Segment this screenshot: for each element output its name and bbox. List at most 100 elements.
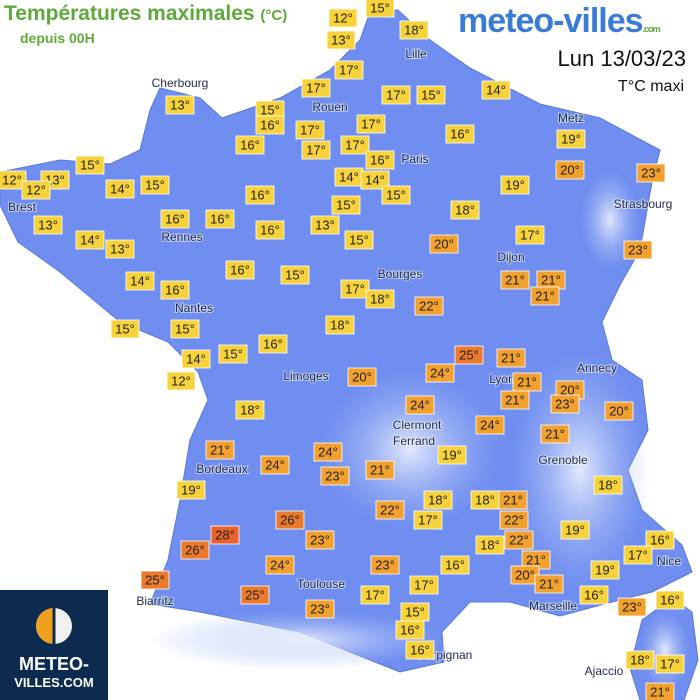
temperature-label: 19° bbox=[595, 562, 615, 577]
city-name: Paris bbox=[401, 152, 428, 166]
temperature-label: 15° bbox=[115, 321, 135, 336]
temperature-label: 19° bbox=[442, 447, 462, 462]
temperature-label: 21° bbox=[210, 442, 230, 457]
temperature-label: 16° bbox=[260, 222, 280, 237]
temperature-box bbox=[320, 466, 350, 486]
temperature-box bbox=[165, 95, 195, 115]
temperature-label: 18° bbox=[428, 492, 448, 507]
temperature-box bbox=[423, 490, 453, 510]
temperature-box bbox=[381, 185, 411, 205]
temperature-box bbox=[205, 209, 235, 229]
title: Températures maximales bbox=[4, 2, 255, 25]
temperature-box bbox=[655, 654, 685, 674]
temperature-box bbox=[245, 185, 275, 205]
brand: meteo-villes.com bbox=[458, 2, 661, 41]
temperature-box bbox=[623, 240, 653, 260]
temperature-box bbox=[301, 78, 331, 98]
temperature-label: 16° bbox=[450, 126, 470, 141]
temperature-label: 24° bbox=[430, 365, 450, 380]
temperature-label: 15° bbox=[349, 232, 369, 247]
city-name: Grenoble bbox=[538, 453, 588, 467]
temperature-box bbox=[450, 200, 480, 220]
city-name: Nice bbox=[657, 554, 681, 568]
city-name: Biarritz bbox=[136, 594, 173, 608]
temperature-label: 15° bbox=[405, 604, 425, 619]
temperature-box bbox=[445, 124, 475, 144]
temperature-box bbox=[617, 597, 647, 617]
temperature-label: 20° bbox=[434, 236, 454, 251]
temperature-label: 16° bbox=[165, 282, 185, 297]
temperature-box bbox=[604, 401, 634, 421]
temperature-box bbox=[365, 150, 395, 170]
temperature-box bbox=[340, 135, 370, 155]
temperature-label: 12° bbox=[26, 182, 46, 197]
temperature-box bbox=[240, 585, 270, 605]
temperature-box bbox=[305, 530, 335, 550]
temperature-label: 16° bbox=[263, 336, 283, 351]
logo-line1: METEO- bbox=[19, 654, 89, 674]
temperature-layer: 12°15°13°18°17°13° 15°16°17° 17° 15° 14°17° 1… bbox=[0, 0, 685, 700]
temperature-label: 18° bbox=[475, 492, 495, 507]
temperature-box bbox=[310, 215, 340, 235]
city-name: Dijon bbox=[497, 250, 524, 264]
caption: T°C maxi bbox=[618, 78, 684, 95]
temperature-label: 23° bbox=[310, 532, 330, 547]
temperature-box bbox=[360, 585, 390, 605]
temperature-label: 16° bbox=[230, 262, 250, 277]
temperature-box bbox=[405, 640, 435, 660]
temperature-label: 17° bbox=[414, 577, 434, 592]
temperature-box bbox=[166, 371, 196, 391]
relief-pyrenees bbox=[150, 610, 450, 670]
temperature-box bbox=[160, 280, 190, 300]
temperature-label: 24° bbox=[410, 397, 430, 412]
temperature-label: 21° bbox=[545, 426, 565, 441]
temperature-box bbox=[125, 271, 155, 291]
city-name: Cherbourg bbox=[152, 76, 209, 90]
temperature-label: 15° bbox=[285, 267, 305, 282]
temperature-box bbox=[280, 265, 310, 285]
temperature-label: 20° bbox=[560, 382, 580, 397]
temperature-label: 17° bbox=[365, 587, 385, 602]
temperature-label: 14° bbox=[486, 82, 506, 97]
temperature-box bbox=[365, 0, 395, 18]
temperature-label: 23° bbox=[375, 557, 395, 572]
temperature-box bbox=[21, 180, 51, 200]
temperature-label: 21° bbox=[505, 392, 525, 407]
temperature-label: 21° bbox=[505, 272, 525, 287]
temperature-box bbox=[593, 475, 623, 495]
temperature-label: 16° bbox=[370, 152, 390, 167]
temperature-box bbox=[534, 574, 564, 594]
title-block: Températures maximales (°C) bbox=[4, 2, 287, 26]
temperature-label: 15° bbox=[260, 102, 280, 117]
temperature-label: 13° bbox=[315, 217, 335, 232]
temperature-box bbox=[181, 349, 211, 369]
temperature-box bbox=[440, 555, 470, 575]
temperature-box bbox=[235, 135, 265, 155]
temperature-box bbox=[375, 500, 405, 520]
temperature-box bbox=[579, 585, 609, 605]
temperature-box bbox=[326, 30, 356, 50]
subtitle: depuis 00H bbox=[20, 30, 95, 46]
temperature-box bbox=[258, 334, 288, 354]
temperature-box bbox=[425, 363, 455, 383]
brand-name: meteo-villes bbox=[458, 2, 644, 40]
temperature-box bbox=[218, 344, 248, 364]
city-name: Rennes bbox=[161, 230, 202, 244]
temperature-box bbox=[210, 525, 240, 545]
temperature-box bbox=[313, 442, 343, 462]
logo: METEO- VILLES.COM bbox=[0, 590, 108, 700]
city-name: Lyon bbox=[489, 372, 515, 386]
temperature-label: 16° bbox=[210, 211, 230, 226]
temperature-label: 17° bbox=[520, 227, 540, 242]
temperature-box bbox=[395, 620, 425, 640]
temperature-label: 19° bbox=[505, 177, 525, 192]
temperature-label: 25° bbox=[459, 347, 479, 362]
temperature-box bbox=[176, 480, 206, 500]
temperature-label: 17° bbox=[386, 87, 406, 102]
temperature-label: 21° bbox=[539, 576, 559, 591]
temperature-label: 21° bbox=[541, 272, 561, 287]
temperature-box bbox=[205, 440, 235, 460]
temperature-label: 20° bbox=[560, 162, 580, 177]
temperature-box bbox=[75, 155, 105, 175]
